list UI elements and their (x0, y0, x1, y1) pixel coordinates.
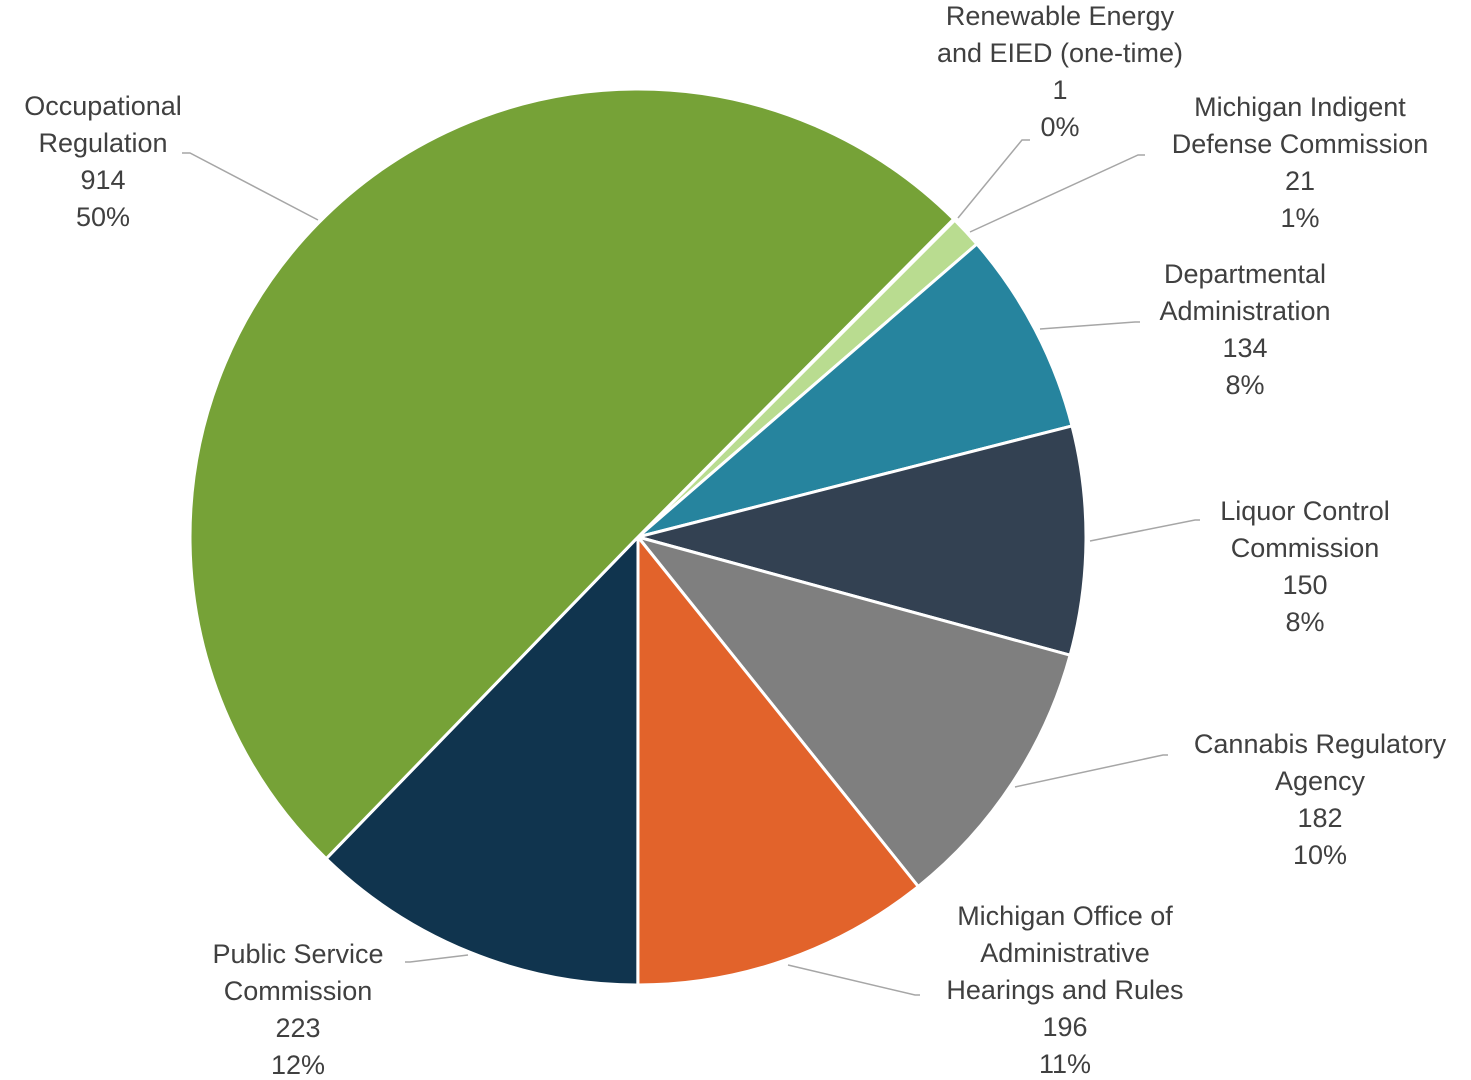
category-label: Michigan Indigent Defense Commission (1171, 91, 1429, 159)
pie-slice (636, 535, 1072, 889)
value-label: 223 (275, 1012, 321, 1043)
category-label: Renewable Energy and EIED (one-time) (936, 0, 1184, 68)
data-label: Michigan Office of Administrative Hearin… (865, 898, 1265, 1080)
percent-label: 8% (1285, 606, 1325, 637)
data-label: Occupational Regulation 914 50% (0, 88, 303, 236)
percent-label: 12% (270, 1049, 326, 1080)
percent-label: 10% (1292, 839, 1348, 870)
percent-label: 11% (1038, 1048, 1092, 1079)
leader-line (405, 954, 469, 963)
value-label: 196 (1042, 1011, 1088, 1042)
value-label: 150 (1282, 569, 1328, 600)
data-label: Departmental Administration 134 8% (1045, 256, 1445, 404)
leader-line (957, 139, 1030, 219)
leader-line (1039, 321, 1140, 330)
data-label: Michigan Indigent Defense Commission 21 1% (1100, 89, 1471, 237)
percent-label: 50% (75, 201, 131, 232)
value-label: 1 (1052, 74, 1068, 105)
data-label: Renewable Energy and EIED (one-time) 1 0% (860, 0, 1260, 146)
pie-slice (636, 424, 1088, 657)
value-label: 134 (1222, 332, 1268, 363)
leader-line (969, 154, 1145, 233)
category-label: Cannabis Regulatory Agency (1193, 728, 1447, 796)
value-label: 182 (1297, 802, 1343, 833)
percent-label: 0% (1040, 111, 1080, 142)
leader-line (182, 152, 319, 221)
category-label: Public Service Commission (212, 938, 384, 1006)
leader-line (787, 964, 920, 996)
category-label: Liquor Control Commission (1220, 495, 1390, 563)
percent-label: 1% (1280, 202, 1320, 233)
pie-slice (188, 87, 956, 861)
category-label: Departmental Administration (1159, 258, 1331, 326)
percent-label: 8% (1225, 369, 1265, 400)
pie-slice (324, 535, 640, 987)
value-label: 21 (1284, 165, 1316, 196)
data-label: Liquor Control Commission 150 8% (1105, 493, 1471, 641)
leader-line (1014, 754, 1168, 788)
data-label: Public Service Commission 223 12% (98, 936, 498, 1080)
leader-line (1089, 519, 1200, 542)
value-label: 914 (80, 164, 126, 195)
pie-slice (636, 242, 1074, 539)
category-label: Occupational Regulation (24, 90, 182, 158)
data-label: Cannabis Regulatory Agency 182 10% (1120, 726, 1471, 874)
category-label: Michigan Office of Administrative Hearin… (946, 900, 1184, 1005)
pie-slice (636, 535, 920, 987)
